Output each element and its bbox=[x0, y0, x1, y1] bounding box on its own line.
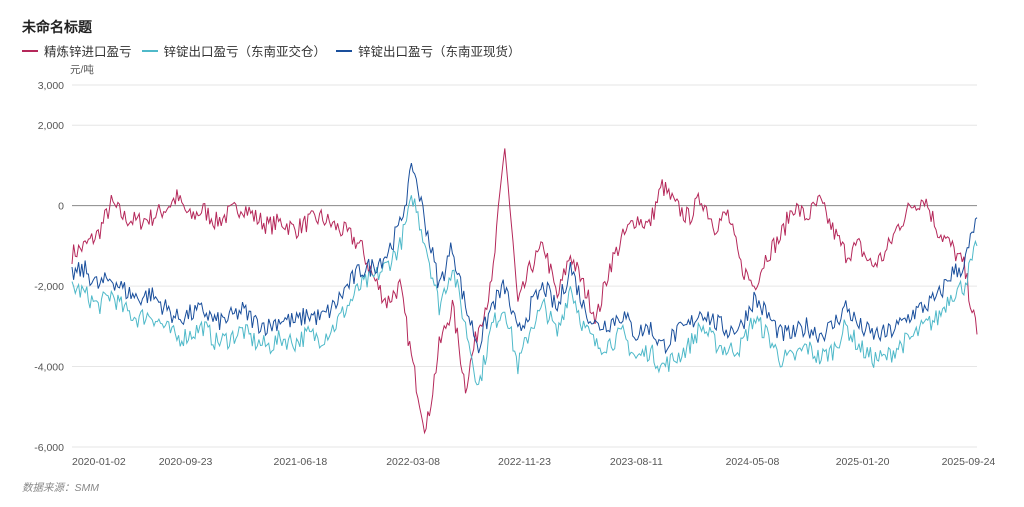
legend: 精炼锌进口盈亏 锌锭出口盈亏（东南亚交仓） 锌锭出口盈亏（东南亚现货） bbox=[22, 41, 521, 60]
chart-title: 未命名标题 bbox=[22, 19, 92, 35]
legend-swatch bbox=[336, 49, 353, 52]
x-tick-label: 2021-06-18 bbox=[274, 456, 328, 468]
x-tick-label: 2025-01-20 bbox=[836, 456, 890, 468]
x-tick-label: 2025-09-24 bbox=[942, 456, 996, 468]
legend-item-export-spot[interactable]: 锌锭出口盈亏（东南亚现货） bbox=[336, 41, 521, 60]
legend-label: 精炼锌进口盈亏 bbox=[44, 45, 132, 59]
x-tick-label: 2022-11-23 bbox=[498, 456, 551, 468]
x-tick-label: 2022-03-08 bbox=[386, 456, 440, 468]
y-tick-label: -2,000 bbox=[34, 281, 64, 293]
data-source: 数据来源：SMM bbox=[22, 482, 99, 494]
legend-swatch bbox=[22, 49, 38, 52]
y-tick-label: 0 bbox=[58, 201, 64, 213]
y-tick-label: 2,000 bbox=[38, 120, 64, 132]
legend-label: 锌锭出口盈亏（东南亚现货） bbox=[358, 45, 521, 59]
series-line-0 bbox=[71, 148, 978, 435]
y-tick-label: -6,000 bbox=[34, 442, 64, 454]
x-tick-label: 2023-08-11 bbox=[610, 456, 663, 468]
x-tick-label: 2020-09-23 bbox=[159, 456, 213, 468]
y-tick-label: -4,000 bbox=[34, 362, 64, 374]
legend-label: 锌锭出口盈亏（东南亚交仓） bbox=[163, 45, 327, 59]
series-line-2 bbox=[71, 162, 978, 355]
y-tick-label: 3,000 bbox=[38, 80, 64, 92]
x-tick-label: 2024-05-08 bbox=[726, 456, 780, 468]
legend-item-export-bonded[interactable]: 锌锭出口盈亏（东南亚交仓） bbox=[141, 41, 327, 60]
series-line-1 bbox=[71, 195, 978, 386]
x-tick-label: 2020-01-02 bbox=[72, 456, 126, 468]
y-axis-unit: 元/吨 bbox=[70, 64, 94, 76]
legend-item-import[interactable]: 精炼锌进口盈亏 bbox=[22, 41, 132, 60]
legend-swatch bbox=[141, 49, 158, 52]
